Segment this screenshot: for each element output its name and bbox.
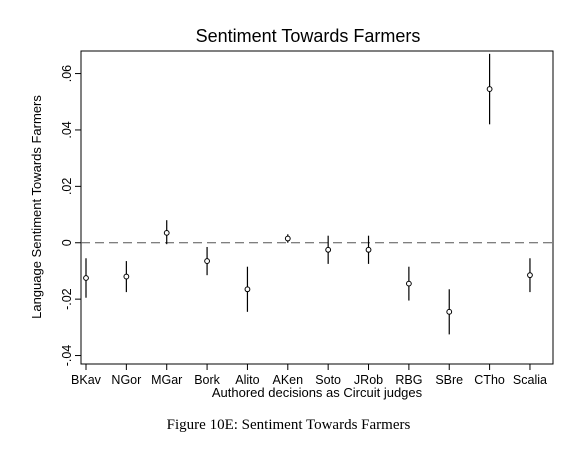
plot-area <box>80 50 554 365</box>
point-mgar <box>163 229 170 236</box>
y-tick-label: .04 <box>60 121 74 138</box>
y-tick-label: .02 <box>60 178 74 195</box>
point-ctho <box>486 86 493 92</box>
chart-title: Sentiment Towards Farmers <box>196 26 421 46</box>
y-tick-label: .06 <box>60 65 74 82</box>
point-bkav <box>83 275 89 281</box>
point-ngor <box>123 273 130 280</box>
x-tick-label: SBre <box>435 373 463 387</box>
x-tick-label: NGor <box>111 373 141 387</box>
x-tick-label: Scalia <box>513 373 547 387</box>
x-tick-label: Soto <box>315 373 341 387</box>
y-tick-label: -.04 <box>60 345 74 367</box>
x-axis: BKav NGor MGar Bork Alito AKen Soto JRob RBG SBre… <box>71 364 547 387</box>
x-tick-label: CTho <box>474 373 505 387</box>
point-bork <box>204 258 210 264</box>
point-soto <box>325 246 332 253</box>
figure-caption: Figure 10E: Sentiment Towards Farmers <box>166 417 411 433</box>
chart: Sentiment Towards Farmers -.04 -.02 0 .02 .0… <box>29 26 554 400</box>
x-tick-label: AKen <box>273 373 304 387</box>
point-alito <box>244 286 251 293</box>
x-tick-label: BKav <box>71 373 102 387</box>
data-marks <box>83 53 533 335</box>
y-axis-label: Language Sentiment Towards Farmers <box>29 95 44 319</box>
x-tick-label: JRob <box>354 373 383 387</box>
point-sbre <box>446 308 453 315</box>
x-tick-label: Alito <box>235 373 259 387</box>
x-axis-label: Authored decisions as Circuit judges <box>212 385 423 400</box>
x-tick-label: Bork <box>194 373 220 387</box>
point-rbg <box>405 280 412 287</box>
x-tick-label: RBG <box>395 373 422 387</box>
point-scalia <box>527 272 533 279</box>
point-jrob <box>365 246 372 253</box>
y-axis: -.04 -.02 0 .02 .04 .06 <box>60 65 81 366</box>
point-aken <box>284 235 291 242</box>
y-tick-label: -.02 <box>60 288 74 310</box>
x-tick-label: MGar <box>151 373 182 387</box>
y-tick-label: 0 <box>60 239 74 246</box>
